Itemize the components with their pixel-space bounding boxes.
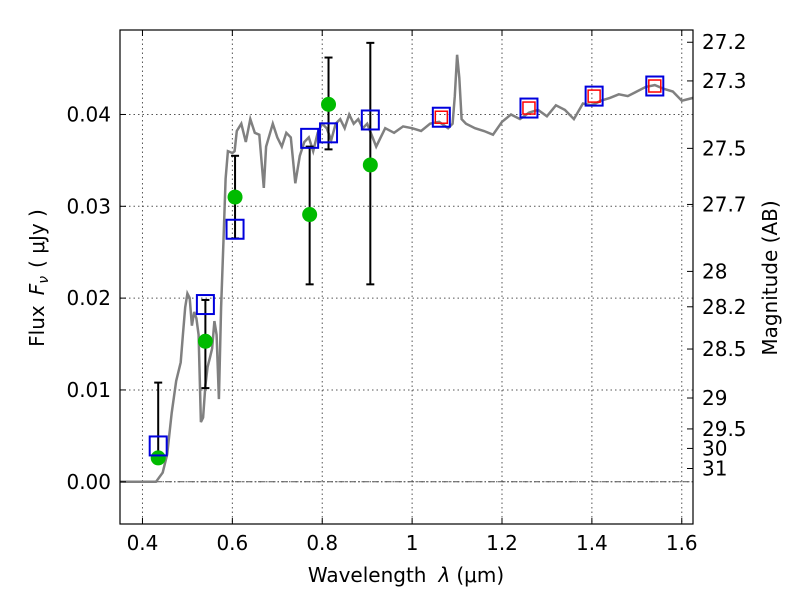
x-tick-label: 1 <box>406 531 419 555</box>
observed-point <box>197 333 213 349</box>
x-axis-label: Wavelength λ (μm) <box>308 563 504 587</box>
model-point <box>195 294 215 316</box>
model-point <box>360 109 380 131</box>
template-spectrum-line <box>120 54 693 484</box>
model-point <box>225 218 245 240</box>
observed-point <box>302 207 318 223</box>
y-tick-label: 0.02 <box>66 286 111 310</box>
magnitude-tick-label: 30 <box>702 436 727 460</box>
magnitude-axis-label: Magnitude (AB) <box>758 200 782 355</box>
model-point <box>584 85 604 107</box>
template-spectrum <box>120 54 693 484</box>
x-tick-label: 0.4 <box>127 531 159 555</box>
model-point <box>319 122 339 144</box>
x-tick-label: 1.2 <box>486 531 518 555</box>
observed-points <box>150 96 378 466</box>
magnitude-tick-label: 27.2 <box>702 30 747 54</box>
x-tick-label: 0.6 <box>216 531 248 555</box>
plot-area <box>120 30 693 524</box>
y-axis-ticks: 0.00 0.01 0.02 0.03 0.04 <box>66 102 126 494</box>
model-boxes <box>148 75 665 457</box>
model-point <box>645 75 665 97</box>
model-point <box>519 97 539 119</box>
y-axis-label: FluxFν( μJy ) <box>25 209 52 347</box>
x-tick-label: 1.4 <box>576 531 608 555</box>
magnitude-tick-label: 31 <box>702 456 727 480</box>
magnitude-tick-label: 28 <box>702 259 727 283</box>
model-point <box>431 106 451 128</box>
magnitude-tick-label: 27.5 <box>702 136 747 160</box>
x-axis-ticks: 0.4 0.6 0.8 1 1.2 1.4 1.6 <box>127 30 698 555</box>
model-point-inner <box>522 101 536 115</box>
observed-point <box>150 450 166 466</box>
model-point-inner <box>434 110 449 124</box>
magnitude-tick-label: 28.5 <box>702 337 747 361</box>
magnitude-tick-label: 28.2 <box>702 295 747 319</box>
model-point-inner <box>587 89 601 103</box>
grid <box>120 30 693 524</box>
model-point <box>148 435 168 457</box>
model-point <box>300 127 320 149</box>
observed-point <box>362 157 378 173</box>
observed-point <box>321 96 337 112</box>
magnitude-tick-label: 27.3 <box>702 69 747 93</box>
magnitude-tick-label: 29.5 <box>702 417 747 441</box>
y-tick-label: 0.00 <box>66 470 111 494</box>
y-tick-label: 0.01 <box>66 378 111 402</box>
model-point-inner <box>648 79 662 93</box>
plot-frame <box>119 29 694 525</box>
x-tick-label: 1.6 <box>666 531 698 555</box>
magnitude-tick-label: 27.7 <box>702 192 747 216</box>
x-tick-label: 0.8 <box>306 531 338 555</box>
magnitude-tick-label: 29 <box>702 386 727 410</box>
y-tick-label: 0.03 <box>66 194 111 218</box>
y-tick-label: 0.04 <box>66 102 111 126</box>
observed-point <box>227 189 243 205</box>
